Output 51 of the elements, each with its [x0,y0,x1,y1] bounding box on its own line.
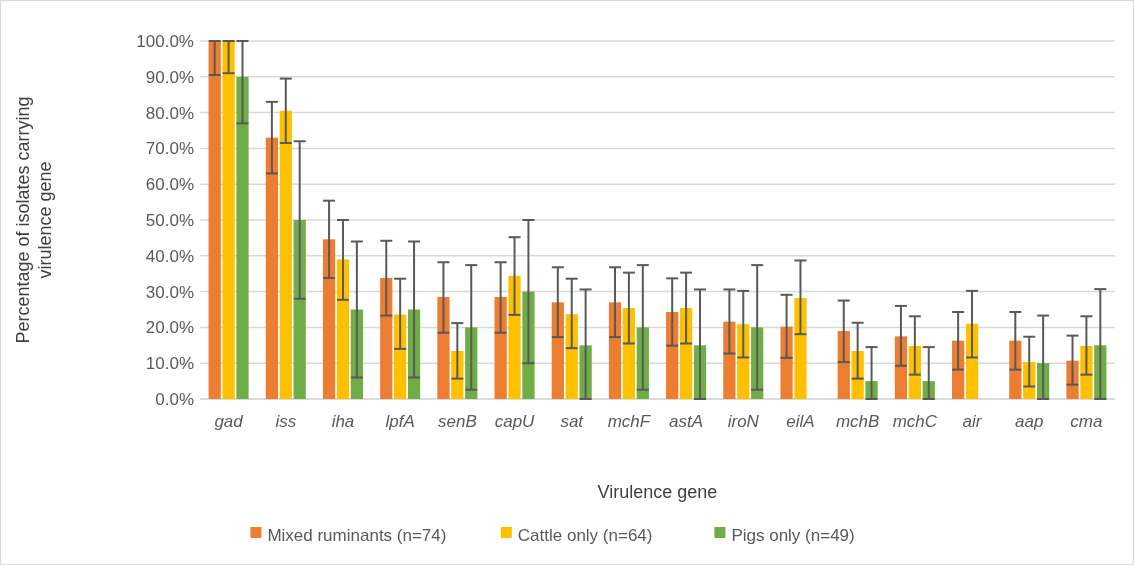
bar [666,312,679,399]
bar [222,41,235,399]
bar [279,110,292,399]
x-tick-label: mchF [607,412,652,431]
y-tick-label: 50.0% [145,210,194,230]
bar [494,296,507,399]
y-tick-label: 10.0% [145,354,194,374]
y-tick-label: 100.0% [136,31,194,51]
bar [551,302,564,399]
y-tick-label: 80.0% [145,103,194,123]
bar [508,275,521,399]
y-tick-label: 60.0% [145,175,194,195]
legend-label: Cattle only (n=64) [517,526,653,546]
bar [679,308,693,399]
bar [380,278,393,399]
x-tick-label: eilA [786,412,815,431]
y-tick-label: 40.0% [145,246,194,266]
bar [322,239,336,399]
y-tick-label: 0.0% [155,389,194,409]
x-tick-label: lpfA [385,412,415,431]
x-tick-label: iha [331,412,355,431]
x-tick-label: astA [669,412,704,431]
y-tick-label: 70.0% [145,139,194,159]
x-tick-label: sat [560,412,585,431]
bar [437,296,450,399]
y-tick-label: 30.0% [145,282,194,302]
x-tick-label: capU [494,412,536,431]
x-tick-label: mchB [835,412,880,431]
y-tick-label: 20.0% [145,318,194,338]
bar [236,76,249,399]
bar [622,308,636,399]
legend-label: Pigs only (n=49) [731,526,855,546]
bar [293,220,306,399]
x-tick-label: iss [275,412,297,431]
x-tick-label: iroN [727,412,760,431]
bar [780,326,793,399]
legend-label: Mixed ruminants (n=74) [267,526,447,546]
x-tick-label: aap [1015,412,1044,431]
bar [794,298,807,399]
y-tick-label: 90.0% [145,67,194,87]
x-tick-label: mchC [892,412,938,431]
x-tick-label: senB [437,412,477,431]
x-tick-label: air [962,412,983,431]
bar [208,41,221,399]
y-axis-title: Percentage of isolates carrying virulence gene [13,96,55,344]
x-tick-label: gad [214,412,244,431]
x-axis-title: Virulence gene [597,482,718,502]
x-tick-label: cma [1070,412,1103,431]
bar [265,137,278,399]
bar [565,314,578,399]
bar [336,259,350,399]
